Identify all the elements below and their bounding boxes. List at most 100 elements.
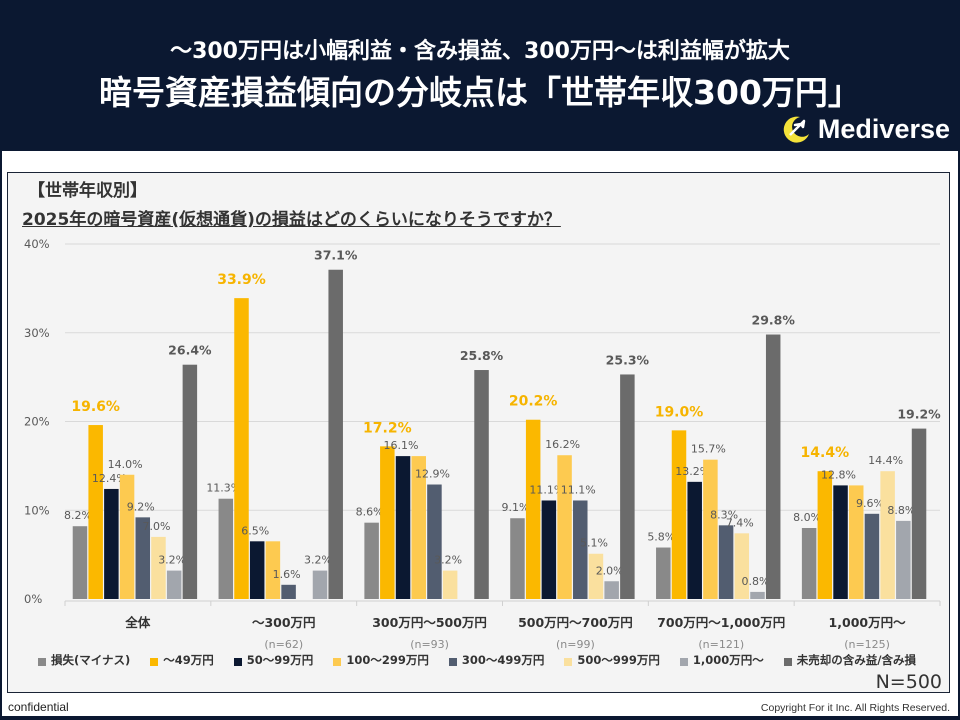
data-label: 15.7%: [691, 443, 726, 456]
legend-swatch: [38, 657, 46, 666]
category-n-label: (n=125): [844, 638, 890, 651]
legend-label: ～49万円: [163, 653, 214, 667]
bar: [734, 533, 750, 599]
data-label: 7.0%: [142, 520, 170, 533]
category-label: 500万円～700万円: [518, 615, 633, 630]
data-label: 6.5%: [241, 524, 269, 537]
section-label: 【世帯年収別】: [28, 181, 147, 201]
bar: [411, 456, 426, 599]
bar: [328, 269, 343, 599]
legend-label: 100～299万円: [346, 653, 429, 667]
data-label: 16.1%: [384, 439, 419, 452]
data-label: 8.2%: [64, 509, 92, 522]
legend-label: 1,000万円～: [692, 653, 764, 667]
data-label: 11.3%: [206, 482, 241, 495]
data-label: 9.2%: [127, 500, 155, 513]
data-label: 5.8%: [647, 531, 675, 544]
bar: [166, 570, 182, 599]
bar: [249, 541, 265, 599]
bar: [896, 520, 911, 599]
category-n-label: (n=93): [410, 638, 449, 651]
bar: [218, 498, 234, 599]
legend-item: 100～299万円: [333, 652, 429, 668]
bar: [525, 419, 541, 599]
bar: [750, 591, 765, 599]
bar: [703, 459, 718, 599]
bar: [911, 428, 927, 599]
legend-label: 500～999万円: [577, 653, 660, 667]
bar: [620, 374, 635, 599]
bar: [380, 446, 395, 599]
bar: [72, 526, 88, 599]
legend-swatch: [333, 657, 342, 666]
bar: [135, 517, 151, 599]
header-banner: ～300万円は小幅利益・含み損益、300万円～は利益幅が拡大 暗号資産損益傾向の…: [0, 0, 960, 150]
bar: [312, 570, 328, 599]
data-label: 3.2%: [434, 554, 462, 567]
legend-swatch: [679, 657, 688, 666]
bar: [541, 500, 557, 599]
data-label: 12.4%: [92, 472, 127, 485]
data-label: 17.2%: [363, 420, 412, 436]
bar: [442, 570, 458, 599]
bar: [265, 541, 281, 599]
category-label: 700万円～1,000万円: [657, 615, 785, 630]
bar: [817, 471, 833, 599]
legend-item: 300～499万円: [448, 652, 545, 668]
data-label: 1.6%: [273, 568, 301, 581]
chart-legend: 損失(マイナス) ～49万円 50～99万円 100～299万円 300～499万円 50…: [38, 652, 936, 668]
legend-label: 損失(マイナス): [51, 653, 131, 667]
sample-size: N=500: [875, 671, 942, 693]
bar: [88, 425, 103, 599]
legend-item: 1,000万円～: [679, 652, 764, 668]
bar: [801, 528, 817, 599]
legend-label: 未売却の含み益/含み損: [796, 653, 916, 667]
data-label: 14.4%: [801, 445, 850, 461]
data-label: 19.0%: [655, 404, 704, 420]
bar: [573, 500, 588, 599]
bar: [765, 334, 781, 599]
data-label: 8.0%: [793, 511, 821, 524]
brand-logo: Mediverse: [780, 112, 950, 146]
y-tick-label: 0%: [24, 592, 42, 606]
bar: [671, 430, 687, 599]
legend-item: 未売却の含み益/含み損: [783, 652, 916, 668]
bar: [395, 456, 411, 599]
legend-label: 300～499万円: [461, 653, 545, 667]
bar: [864, 513, 880, 599]
footer-bar: [2, 698, 958, 716]
bar: [234, 298, 249, 599]
data-label: 3.2%: [158, 554, 186, 567]
data-label: 0.8%: [742, 575, 770, 588]
legend-item: 500～999万円: [564, 652, 660, 668]
data-label: 8.3%: [710, 508, 738, 521]
data-label: 2.0%: [596, 564, 624, 577]
y-tick-label: 20%: [24, 415, 50, 429]
data-label: 25.3%: [606, 352, 650, 367]
data-label: 16.2%: [545, 438, 580, 451]
data-label: 9.1%: [501, 501, 529, 514]
brand-name: Mediverse: [817, 113, 950, 144]
data-label: 12.9%: [415, 468, 450, 481]
legend-swatch: [150, 657, 159, 666]
data-label: 13.2%: [675, 465, 710, 478]
data-label: 7.4%: [726, 516, 754, 529]
bar: [718, 525, 734, 599]
bar: [604, 581, 619, 599]
legend-swatch: [783, 657, 792, 666]
bar: [151, 536, 166, 599]
header-title: 暗号資産損益傾向の分岐点は「世帯年収300万円」: [99, 73, 861, 112]
bar: [119, 474, 135, 599]
chart-question: 2025年の暗号資産(仮想通貨)の損益はどのくらいになりそうですか？: [22, 210, 561, 230]
bar: [557, 455, 572, 599]
bar: [104, 488, 119, 599]
bar: [833, 485, 848, 599]
bar: [427, 484, 442, 599]
data-label: 25.8%: [460, 348, 504, 363]
data-label: 9.6%: [856, 497, 884, 510]
confidential-label: confidential: [8, 700, 69, 714]
bar: [687, 481, 702, 599]
data-label: 19.6%: [71, 399, 120, 415]
data-label: 20.2%: [509, 394, 558, 410]
